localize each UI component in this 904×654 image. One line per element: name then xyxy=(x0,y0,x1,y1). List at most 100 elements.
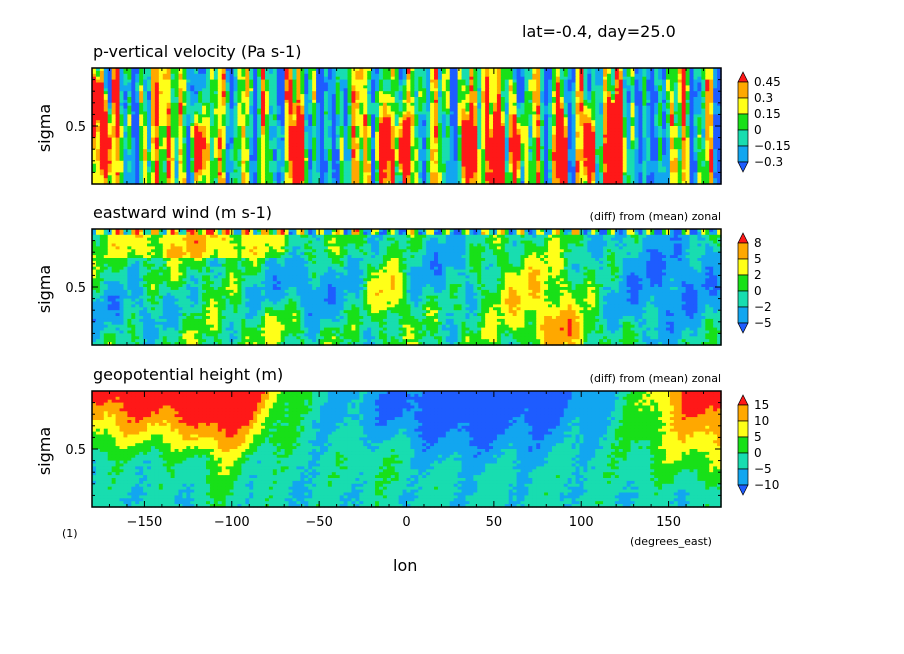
heatmap-cell xyxy=(92,73,97,78)
heatmap-cell xyxy=(261,68,266,72)
heatmap-cell xyxy=(327,73,333,78)
heatmap-cell xyxy=(606,85,612,89)
heatmap-cell xyxy=(630,68,636,72)
heatmap-cell xyxy=(473,85,478,89)
heatmap-cell xyxy=(221,85,227,89)
heatmap-cell xyxy=(276,70,282,75)
heatmap-cell xyxy=(540,76,545,81)
heatmap-cell xyxy=(363,68,368,72)
heatmap-cell xyxy=(347,70,353,75)
heatmap-cell xyxy=(532,68,537,72)
heatmap-cell xyxy=(500,85,506,89)
heatmap-cell xyxy=(154,76,160,81)
heatmap-cell xyxy=(630,76,636,81)
heatmap-cell xyxy=(268,73,274,78)
heatmap-cell xyxy=(469,76,474,81)
heatmap-cell xyxy=(650,82,655,86)
heatmap-cell xyxy=(186,79,191,84)
heatmap-cell xyxy=(544,79,549,84)
heatmap-cell xyxy=(225,85,231,89)
heatmap-cell xyxy=(213,68,219,72)
heatmap-cell xyxy=(673,79,679,84)
heatmap-cell xyxy=(603,79,608,84)
heatmap-cell xyxy=(516,70,522,75)
heatmap-cell xyxy=(127,70,132,75)
heatmap-cell xyxy=(603,76,608,81)
heatmap-cell xyxy=(284,68,290,72)
heatmap-cell xyxy=(245,85,250,89)
heatmap-cell xyxy=(209,76,215,81)
heatmap-cell xyxy=(453,73,459,78)
heatmap-cell xyxy=(174,76,180,81)
heatmap-cell xyxy=(528,85,533,89)
heatmap-cell xyxy=(398,70,404,75)
heatmap-cell xyxy=(544,76,549,81)
heatmap-cell xyxy=(139,82,144,86)
heatmap-cell xyxy=(367,76,372,81)
heatmap-cell xyxy=(272,85,278,89)
heatmap-cell xyxy=(701,70,706,75)
heatmap-cell xyxy=(264,76,270,81)
heatmap-cell xyxy=(371,82,376,86)
heatmap-cell xyxy=(567,68,573,72)
heatmap-cell xyxy=(434,85,439,89)
heatmap-cell xyxy=(253,76,258,81)
heatmap-cell xyxy=(434,82,439,86)
heatmap-cell xyxy=(170,70,176,75)
heatmap-cell xyxy=(693,68,699,72)
heatmap-cell xyxy=(489,73,494,78)
heatmap-cell xyxy=(465,82,470,86)
heatmap-cell xyxy=(107,70,113,75)
heatmap-cell xyxy=(618,79,624,84)
heatmap-cell xyxy=(685,73,691,78)
heatmap-cell xyxy=(316,73,321,78)
heatmap-cell xyxy=(437,82,443,86)
heatmap-cell xyxy=(685,70,691,75)
heatmap-cell xyxy=(705,73,710,78)
heatmap-cell xyxy=(143,68,148,72)
heatmap-cell xyxy=(257,76,262,81)
heatmap-cell xyxy=(599,73,604,78)
heatmap-cell xyxy=(465,79,470,84)
heatmap-cell xyxy=(630,79,636,84)
heatmap-cell xyxy=(461,79,467,84)
heatmap-cell xyxy=(190,70,195,75)
heatmap-cell xyxy=(178,73,184,78)
heatmap-cell xyxy=(453,82,459,86)
heatmap-cell xyxy=(131,73,136,78)
heatmap-cell xyxy=(465,70,470,75)
heatmap-cell xyxy=(587,82,592,86)
heatmap-cell xyxy=(371,79,376,84)
heatmap-cell xyxy=(217,79,223,84)
heatmap-cell xyxy=(677,79,683,84)
heatmap-cell xyxy=(312,73,317,78)
heatmap-cell xyxy=(532,70,537,75)
heatmap-cell xyxy=(261,70,266,75)
heatmap-cell xyxy=(434,76,439,81)
heatmap-cell xyxy=(123,82,128,86)
heatmap-cell xyxy=(492,85,498,89)
heatmap-cell xyxy=(500,79,506,84)
heatmap-cell xyxy=(390,76,396,81)
heatmap-cell xyxy=(485,76,490,81)
heatmap-cell xyxy=(485,79,490,84)
heatmap-cell xyxy=(296,82,301,86)
heatmap-cell xyxy=(528,73,533,78)
heatmap-cell xyxy=(709,76,714,81)
heatmap-cell xyxy=(107,76,113,81)
heatmap-cell xyxy=(705,68,710,72)
heatmap-cell xyxy=(127,85,132,89)
heatmap-cell xyxy=(606,73,612,78)
heatmap-cell xyxy=(257,70,262,75)
heatmap-cell xyxy=(378,82,384,86)
heatmap-cell xyxy=(571,85,577,89)
heatmap-cell xyxy=(194,70,199,75)
heatmap-cell xyxy=(351,82,356,86)
heatmap-cell xyxy=(229,85,235,89)
heatmap-cell xyxy=(477,82,482,86)
heatmap-cell xyxy=(162,76,168,81)
heatmap-cell xyxy=(296,73,301,78)
heatmap-cell xyxy=(355,85,360,89)
heatmap-cell xyxy=(292,76,298,81)
heatmap-cell xyxy=(599,76,604,81)
